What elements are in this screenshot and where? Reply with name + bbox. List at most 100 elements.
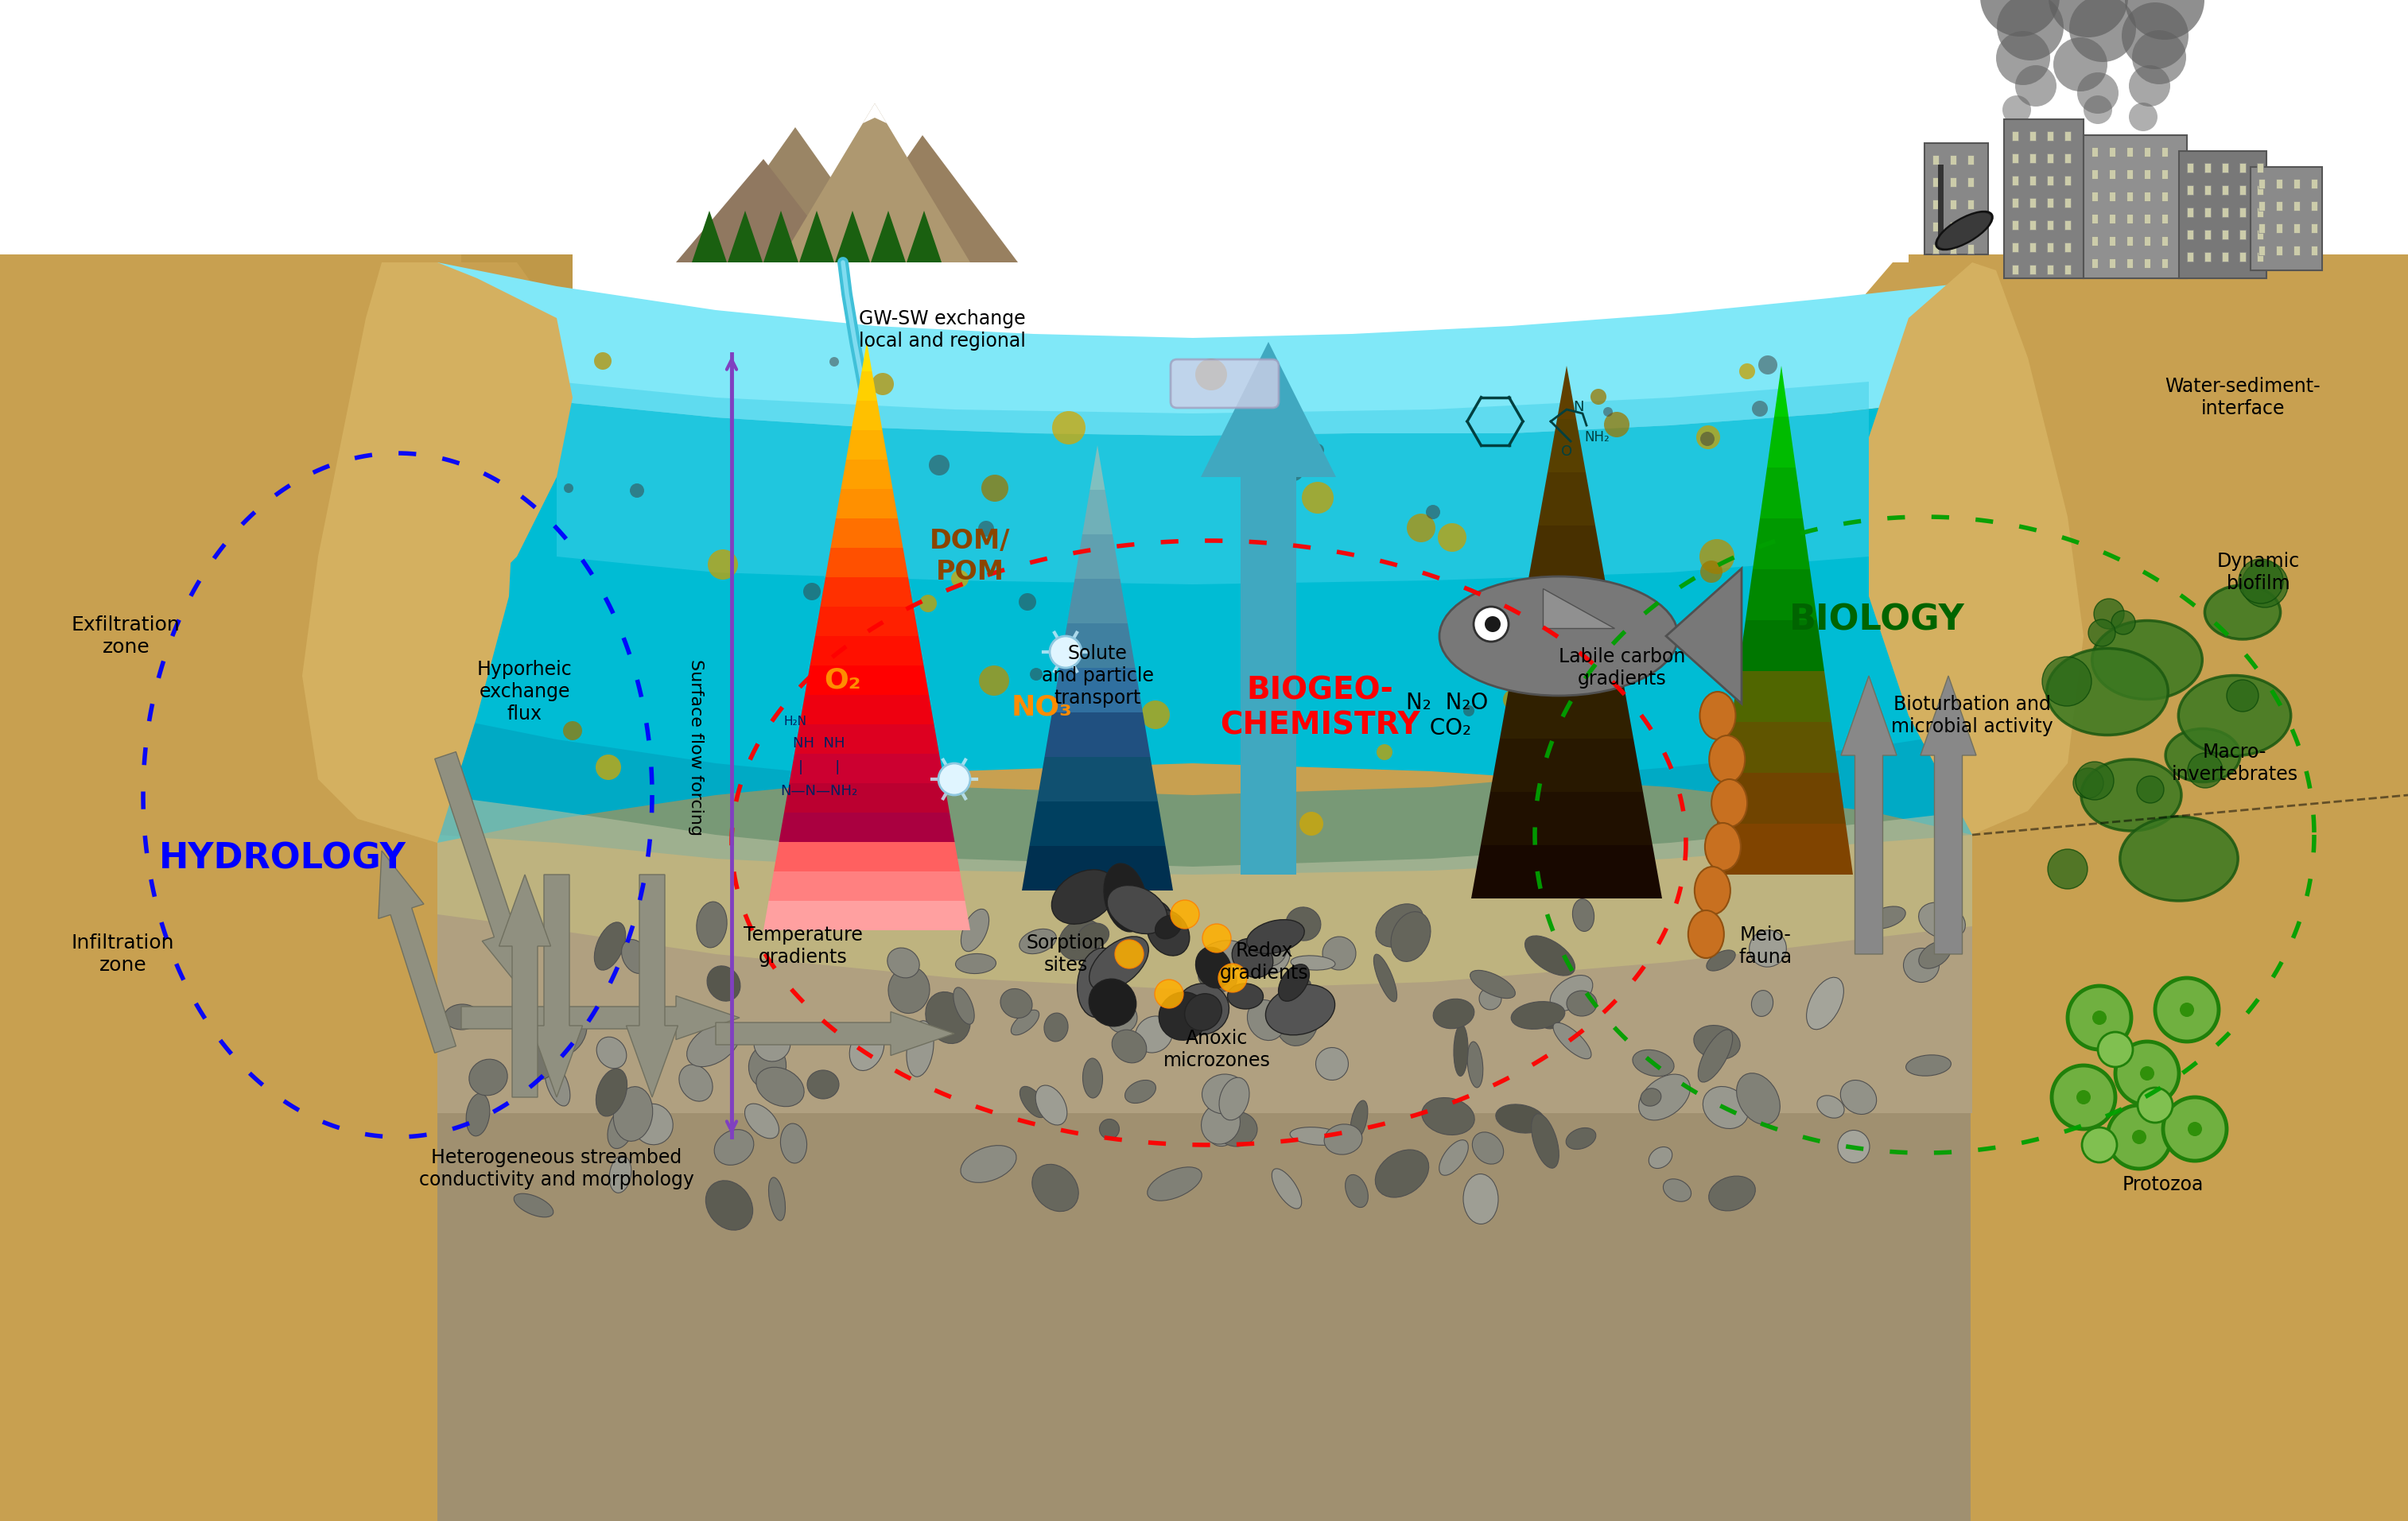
Bar (2047, 131, 2054, 141)
Ellipse shape (1199, 940, 1245, 967)
Ellipse shape (1710, 1176, 1755, 1211)
Ellipse shape (1247, 999, 1286, 1040)
Ellipse shape (1146, 910, 1190, 955)
Polygon shape (1544, 589, 1613, 628)
Text: O: O (1560, 444, 1572, 459)
Polygon shape (701, 128, 891, 263)
Circle shape (2141, 1066, 2155, 1080)
Circle shape (2189, 1122, 2201, 1136)
Ellipse shape (1524, 935, 1575, 975)
Polygon shape (1052, 668, 1144, 712)
Ellipse shape (1640, 1074, 1690, 1119)
Bar (2203, 207, 2211, 218)
Ellipse shape (520, 1022, 556, 1080)
Text: Surface flow forcing: Surface flow forcing (689, 659, 703, 835)
Polygon shape (799, 211, 833, 263)
Circle shape (1592, 389, 1606, 405)
Bar (2109, 236, 2114, 246)
Circle shape (819, 706, 833, 719)
Ellipse shape (2119, 817, 2237, 900)
Ellipse shape (1919, 941, 1950, 969)
Polygon shape (783, 111, 807, 131)
Circle shape (1498, 811, 1529, 841)
Ellipse shape (1197, 948, 1230, 989)
Circle shape (595, 754, 621, 780)
Circle shape (2095, 599, 2124, 628)
Circle shape (1170, 900, 1199, 929)
Circle shape (1784, 478, 1799, 491)
Polygon shape (301, 263, 518, 843)
Ellipse shape (470, 1059, 508, 1095)
Polygon shape (1739, 621, 1825, 671)
Ellipse shape (956, 954, 997, 973)
Bar (2162, 259, 2167, 268)
Polygon shape (780, 103, 970, 263)
Bar (2047, 198, 2054, 207)
Circle shape (2189, 753, 2223, 788)
Circle shape (2239, 558, 2283, 604)
Text: N: N (1572, 400, 1584, 414)
Circle shape (1019, 593, 1035, 610)
Bar (1950, 178, 1955, 187)
Circle shape (920, 595, 937, 613)
Circle shape (2242, 561, 2288, 607)
Circle shape (828, 357, 838, 367)
Bar (2186, 163, 2194, 172)
Ellipse shape (2179, 675, 2290, 756)
Polygon shape (836, 135, 1019, 263)
Bar (2143, 214, 2150, 224)
Bar (2143, 259, 2150, 268)
Ellipse shape (1218, 1077, 1250, 1119)
Circle shape (1194, 359, 1228, 391)
Bar (2093, 259, 2097, 268)
Bar (2109, 169, 2114, 179)
Ellipse shape (1392, 911, 1430, 961)
Circle shape (595, 353, 612, 370)
Ellipse shape (1633, 1049, 1674, 1077)
Ellipse shape (1216, 1112, 1257, 1147)
Bar (2162, 192, 2167, 201)
Text: BIOLOGY: BIOLOGY (1789, 602, 1965, 637)
Ellipse shape (1202, 1103, 1240, 1144)
Circle shape (1156, 980, 1182, 1008)
Ellipse shape (1156, 916, 1182, 938)
Ellipse shape (1021, 1086, 1045, 1118)
Bar (2203, 163, 2211, 172)
Bar (2064, 242, 2071, 252)
Polygon shape (1869, 263, 2083, 835)
Bar (2259, 224, 2266, 233)
Bar (2126, 192, 2133, 201)
Ellipse shape (443, 1004, 479, 1030)
Ellipse shape (1011, 1010, 1040, 1036)
Polygon shape (1060, 624, 1134, 668)
Circle shape (2078, 73, 2119, 114)
Polygon shape (1724, 722, 1840, 773)
Ellipse shape (1108, 1002, 1137, 1033)
Circle shape (1377, 744, 1392, 760)
Polygon shape (790, 754, 944, 783)
Bar (2030, 176, 2035, 186)
Polygon shape (462, 254, 573, 1521)
Ellipse shape (1346, 1174, 1368, 1208)
Bar (2013, 176, 2018, 186)
Ellipse shape (1291, 955, 1334, 970)
Ellipse shape (708, 966, 739, 1001)
Circle shape (1589, 640, 1611, 662)
Text: Labile carbon
gradients: Labile carbon gradients (1558, 648, 1686, 689)
Polygon shape (785, 783, 949, 812)
Bar (2256, 230, 2264, 239)
Polygon shape (1529, 526, 1604, 580)
Ellipse shape (467, 1094, 489, 1136)
Ellipse shape (1840, 1080, 1876, 1115)
Bar (2259, 179, 2266, 189)
Polygon shape (1746, 569, 1818, 621)
Circle shape (2129, 102, 2158, 131)
Circle shape (1438, 523, 1466, 552)
Circle shape (1031, 668, 1043, 680)
Text: Sorption
sites: Sorption sites (1026, 934, 1105, 975)
Ellipse shape (1700, 692, 1736, 739)
Circle shape (1695, 426, 1719, 449)
Ellipse shape (542, 1008, 588, 1057)
Circle shape (1464, 706, 1474, 716)
Circle shape (1247, 581, 1264, 599)
